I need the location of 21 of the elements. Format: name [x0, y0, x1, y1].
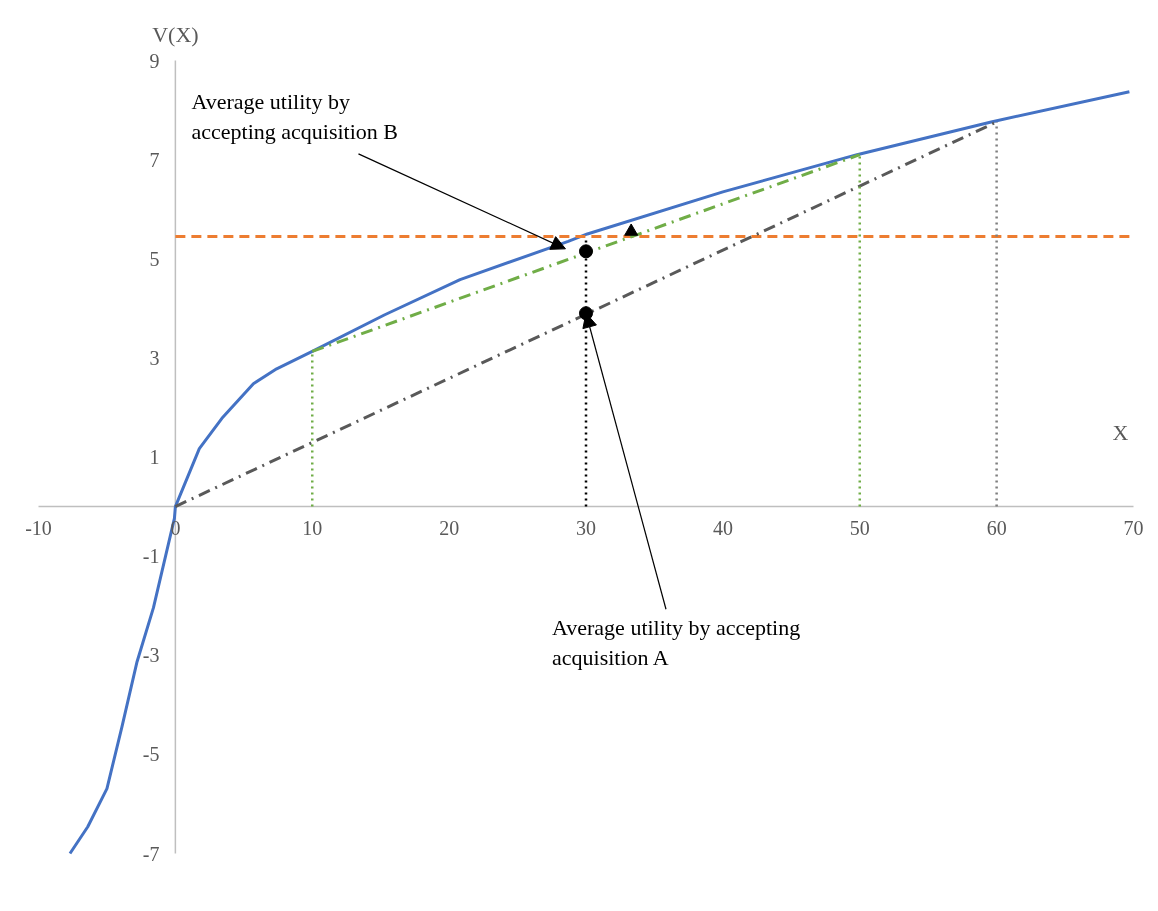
x-tick-label: 50 [849, 516, 870, 539]
x-tick-label: 10 [302, 516, 323, 539]
y-tick-label: 9 [149, 49, 160, 72]
y-tick-label: 7 [149, 148, 160, 171]
x-tick-label: 70 [1123, 516, 1144, 539]
y-tick-label: -1 [142, 545, 160, 568]
y-tick-label: 5 [149, 247, 160, 270]
x-axis-title: X [1112, 419, 1129, 445]
x-tick-label: -10 [25, 516, 52, 539]
x-tick-label: 60 [986, 516, 1007, 539]
annotation: Average utility by accepting acquisition A [552, 615, 801, 671]
annotation: Average utility by accepting acquisition B [191, 88, 398, 144]
x-tick-label: 20 [439, 516, 460, 539]
x-tick-label: 30 [576, 516, 596, 539]
y-tick-label: -3 [142, 644, 160, 667]
y-tick-label: 1 [149, 446, 160, 468]
x-tick-label: 40 [712, 516, 733, 539]
y-tick-label: 3 [149, 346, 160, 369]
y-tick-label: -5 [142, 743, 160, 766]
y-tick-label: -7 [142, 842, 160, 865]
y-axis-title: V(X) [152, 21, 199, 47]
